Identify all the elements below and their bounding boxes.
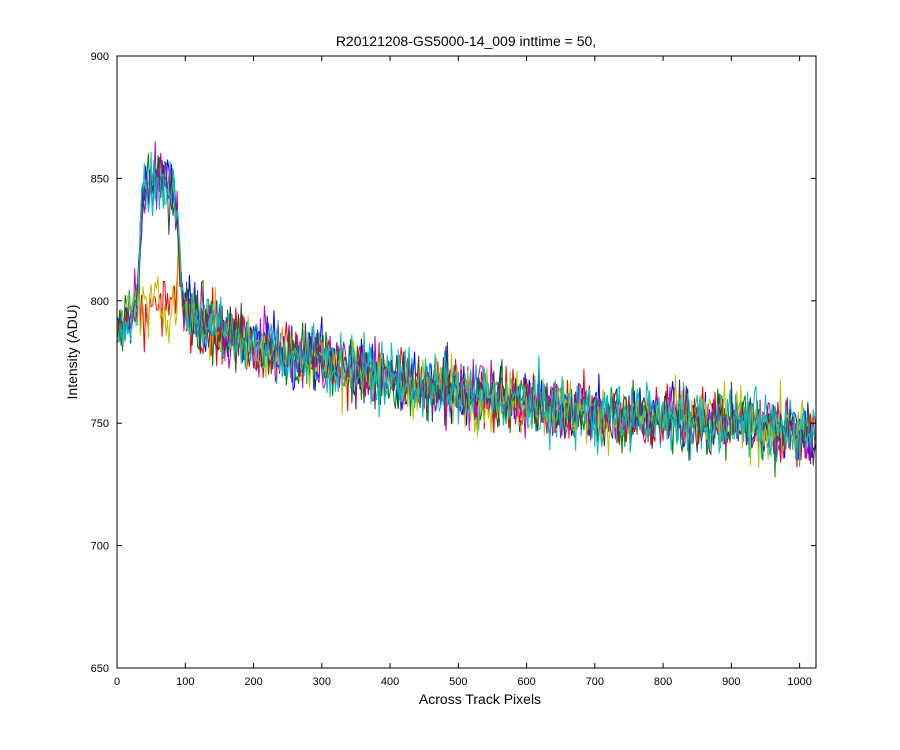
x-axis: 0 100 200 300 400 500 600 700 800 900 1000 [114, 56, 812, 688]
x-tick-label: 300 [313, 676, 331, 688]
x-tick-label: 200 [244, 676, 262, 688]
x-tick-label: 100 [176, 676, 194, 688]
x-tick-label: 800 [654, 676, 672, 688]
x-tick-label: 0 [114, 676, 120, 688]
series-layer [116, 141, 817, 478]
y-tick-label: 650 [91, 663, 109, 675]
plot-area-background [117, 56, 816, 668]
x-tick-label: 400 [381, 676, 399, 688]
y-tick-label: 700 [91, 541, 109, 553]
x-axis-label: Across Track Pixels [419, 691, 541, 707]
x-tick-label: 900 [722, 676, 740, 688]
y-axis-label: Intensity (ADU) [64, 305, 80, 400]
y-tick-label: 800 [91, 296, 109, 308]
y-tick-label: 850 [91, 173, 109, 185]
x-tick-label: 1000 [787, 676, 811, 688]
x-tick-label: 600 [517, 676, 535, 688]
series-line [116, 159, 817, 467]
y-axis: 650 700 750 800 850 900 [91, 51, 816, 675]
y-tick-label: 750 [91, 418, 109, 430]
plot-area-frame [116, 55, 817, 669]
x-tick-label: 500 [449, 676, 467, 688]
x-tick-label: 700 [586, 676, 604, 688]
y-tick-label: 900 [91, 51, 109, 63]
chart-title: R20121208-GS5000-14_009 inttime = 50, [336, 33, 596, 49]
